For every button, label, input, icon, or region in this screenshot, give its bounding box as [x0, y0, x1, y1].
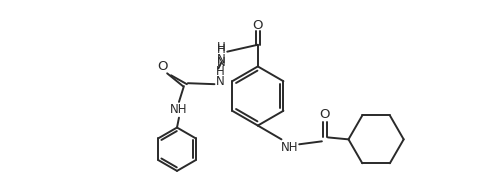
- Text: O: O: [320, 108, 330, 121]
- Text: NH: NH: [170, 103, 188, 116]
- Text: H
N: H N: [217, 41, 226, 69]
- Text: O: O: [157, 60, 167, 73]
- Text: H: H: [217, 43, 226, 56]
- Text: H: H: [216, 65, 225, 78]
- Text: O: O: [252, 19, 263, 31]
- Text: N: N: [216, 75, 225, 88]
- Text: N: N: [217, 53, 226, 66]
- Text: NH: NH: [280, 141, 298, 154]
